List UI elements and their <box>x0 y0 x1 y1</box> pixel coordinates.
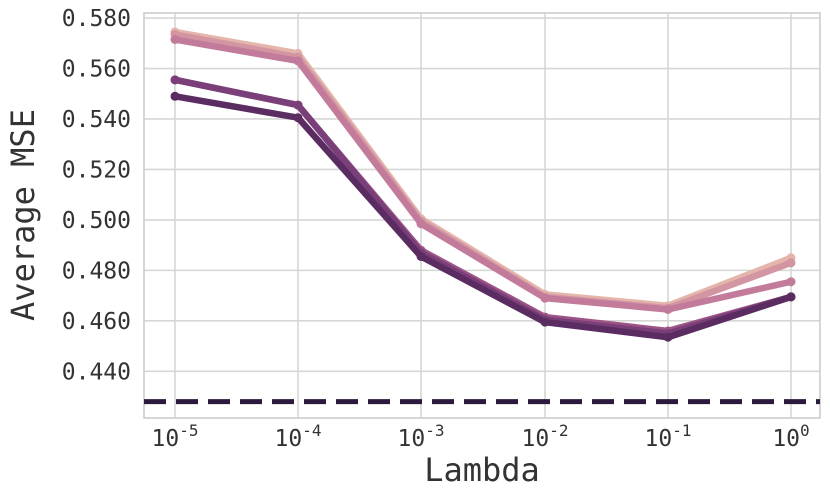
series-6 <box>170 91 796 342</box>
data-point <box>540 317 550 327</box>
series-layer <box>170 27 796 342</box>
y-tick-label: 0.480 <box>62 258 131 284</box>
data-point <box>786 277 796 287</box>
series-line <box>171 31 795 312</box>
data-point <box>170 35 180 44</box>
x-tick-label: 100 <box>772 421 809 452</box>
y-tick-label: 0.460 <box>62 309 131 335</box>
data-point <box>416 219 426 229</box>
data-point <box>170 75 180 85</box>
y-tick-label: 0.520 <box>62 157 131 183</box>
series-line <box>171 36 795 313</box>
y-tick-label: 0.560 <box>62 57 131 83</box>
x-tick-label: 10-5 <box>152 421 199 452</box>
data-point <box>293 100 303 110</box>
series-line <box>171 93 795 341</box>
y-axis-title: Average MSE <box>4 109 42 321</box>
plot-frame <box>143 12 821 419</box>
x-tick-labels: 10-5 10-4 10-3 10-2 10-1 100 <box>152 421 810 452</box>
y-tick-label: 0.500 <box>62 208 131 234</box>
y-tick-label: 0.440 <box>62 359 131 385</box>
x-tick-label: 10-1 <box>645 421 692 452</box>
data-point <box>786 292 796 302</box>
data-point <box>663 305 673 314</box>
y-tick-label: 0.580 <box>62 6 131 32</box>
data-point <box>170 91 180 101</box>
y-tick-labels: 0.440 0.460 0.480 0.500 0.520 0.540 0.560 0.580 <box>62 6 131 385</box>
data-point <box>293 56 303 66</box>
x-tick-label: 10-3 <box>398 421 445 452</box>
x-axis-title: Lambda <box>424 451 540 489</box>
data-point <box>663 332 673 342</box>
data-point <box>540 293 550 303</box>
series-3 <box>170 35 796 314</box>
data-point <box>416 252 426 261</box>
grid-lines <box>144 13 820 418</box>
x-tick-label: 10-2 <box>522 421 569 452</box>
data-point <box>293 113 303 123</box>
x-tick-label: 10-4 <box>275 421 322 452</box>
data-point <box>786 258 796 268</box>
y-tick-label: 0.540 <box>62 107 131 133</box>
